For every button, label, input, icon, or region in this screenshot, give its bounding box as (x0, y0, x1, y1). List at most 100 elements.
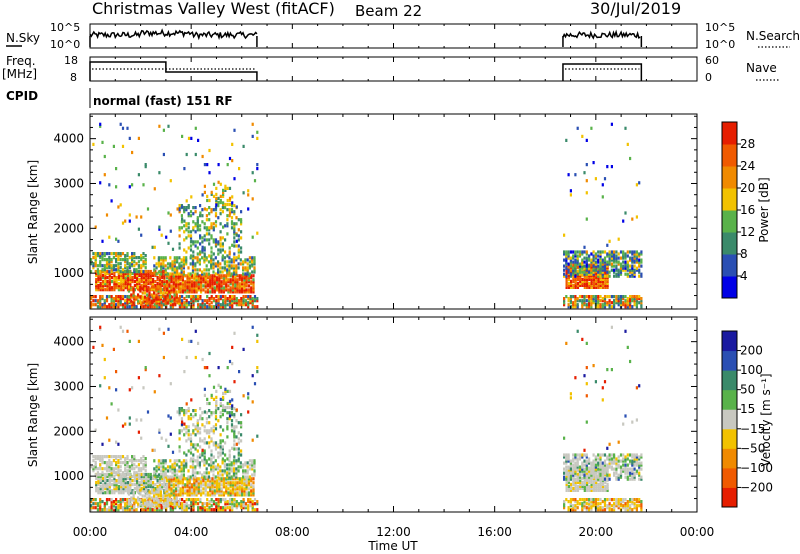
heatmap-cell (565, 477, 568, 481)
heatmap-cell (183, 427, 186, 431)
heatmap-cell (194, 230, 197, 234)
heatmap-cell (144, 254, 147, 258)
heatmap-cell (209, 493, 212, 497)
heatmap-cell (219, 439, 222, 443)
heatmap-cell (103, 264, 106, 268)
heatmap-cell (181, 280, 184, 284)
heatmap-cell (103, 357, 106, 362)
nsky-edge (89, 36, 258, 47)
heatmap-cell (235, 264, 238, 268)
heatmap-cell (588, 299, 591, 303)
heatmap-cell (101, 459, 104, 463)
heatmap-cell (120, 485, 123, 489)
heatmap-cell (629, 471, 632, 475)
heatmap-cell (588, 461, 591, 465)
heatmap-cell (185, 465, 188, 469)
heatmap-cell (194, 425, 197, 429)
heatmap-cell (633, 254, 636, 258)
heatmap-cell (572, 283, 575, 287)
heatmap-cell (160, 262, 163, 266)
heatmap-cell (251, 374, 254, 378)
heatmap-cell (583, 297, 586, 301)
heatmap-cell (597, 270, 600, 274)
heatmap-cell (251, 463, 254, 467)
heatmap-cell (563, 258, 566, 262)
heatmap-cell (226, 389, 229, 393)
heatmap-cell (234, 280, 237, 284)
heatmap-cell (149, 280, 152, 284)
heatmap-cell (601, 305, 604, 309)
heatmap-cell (145, 286, 148, 290)
heatmap-cell (633, 295, 636, 299)
heatmap-cell (574, 453, 577, 457)
heatmap-cell (164, 502, 167, 506)
heatmap-cell (115, 258, 118, 262)
heatmap-cell (199, 453, 202, 457)
heatmap-cell (249, 500, 252, 504)
heatmap-cell (182, 272, 185, 276)
heatmap-cell (133, 260, 136, 264)
heatmap-cell (231, 284, 235, 288)
y-tick-label: 4000 (53, 132, 84, 146)
heatmap-cell (171, 295, 174, 299)
heatmap-cell (230, 266, 233, 270)
heatmap-cell (197, 479, 200, 483)
heatmap-cell (104, 288, 107, 292)
heatmap-cell (227, 290, 230, 294)
heatmap-cell (613, 270, 616, 274)
heatmap-cell (163, 271, 166, 276)
heatmap-cell (576, 269, 580, 273)
heatmap-cell (127, 502, 131, 506)
heatmap-cell (103, 303, 106, 307)
heatmap-cell (185, 439, 188, 443)
heatmap-cell (157, 262, 160, 266)
heatmap-cell (203, 222, 206, 226)
heatmap-cell (160, 272, 163, 276)
heatmap-cell (251, 258, 254, 262)
heatmap-cell (233, 204, 236, 208)
heatmap-cell (169, 272, 172, 276)
heatmap-cell (157, 467, 160, 471)
heatmap-cell (119, 506, 122, 510)
heatmap-cell (588, 459, 591, 463)
heatmap-cell (164, 473, 167, 477)
heatmap-cell (246, 258, 249, 262)
heatmap-cell (567, 488, 570, 492)
heatmap-cell (117, 465, 120, 469)
heatmap-cell (175, 498, 178, 502)
heatmap-cell (210, 461, 213, 465)
heatmap-cell (253, 473, 256, 477)
heatmap-cell (183, 506, 186, 510)
heatmap-cell (246, 469, 249, 473)
heatmap-cell (193, 274, 196, 278)
heatmap-cell (206, 280, 209, 284)
heatmap-cell (108, 386, 111, 390)
heatmap-cell (194, 272, 197, 276)
heatmap-cell (124, 295, 127, 299)
heatmap-cell (146, 299, 149, 303)
heatmap-cell (247, 506, 250, 510)
heatmap-cell (112, 502, 115, 506)
heatmap-cell (617, 498, 620, 502)
heatmap-cell (599, 295, 602, 299)
heatmap-cell (574, 283, 577, 287)
heatmap-cell (169, 382, 172, 386)
heatmap-cell (101, 476, 105, 481)
heatmap-cell (209, 477, 212, 481)
heatmap-cell (565, 488, 568, 492)
figure-title: Christmas Valley West (fitACF) (92, 0, 335, 18)
heatmap-cell (126, 471, 129, 475)
heatmap-cell (581, 260, 584, 264)
heatmap-cell (230, 469, 233, 473)
heatmap-cell (183, 224, 186, 228)
heatmap-cell (129, 485, 132, 489)
heatmap-cell (183, 411, 186, 415)
heatmap-cell (603, 258, 607, 262)
heatmap-cell (565, 260, 568, 264)
heatmap-cell (226, 457, 229, 461)
heatmap-cell (640, 303, 643, 307)
heatmap-cell (187, 230, 190, 234)
heatmap-cell (206, 299, 209, 303)
heatmap-cell (221, 266, 224, 270)
heatmap-cell (185, 199, 188, 203)
